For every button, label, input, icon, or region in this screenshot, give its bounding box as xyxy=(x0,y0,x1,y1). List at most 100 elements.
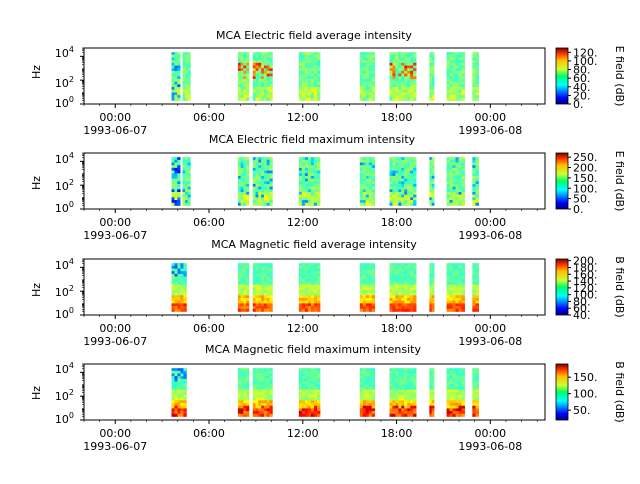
heatmap-cell xyxy=(177,97,181,101)
heatmap-cell xyxy=(389,175,393,180)
heatmap-cell xyxy=(174,92,178,96)
heatmap-cell xyxy=(404,389,408,393)
heatmap-cell xyxy=(365,405,370,409)
heatmap-cell xyxy=(446,178,450,182)
heatmap-cell xyxy=(298,97,303,101)
heatmap-cell xyxy=(431,181,435,185)
heatmap-cell xyxy=(475,405,479,409)
heatmap-cell xyxy=(171,162,175,166)
heatmap-cell xyxy=(316,189,321,193)
heatmap-cell xyxy=(240,52,244,56)
heatmap-cell xyxy=(258,68,262,72)
heatmap-cell xyxy=(446,81,450,85)
heatmap-cell xyxy=(472,157,476,161)
heatmap-cell xyxy=(446,373,450,377)
heatmap-cell xyxy=(392,192,396,196)
heatmap-cell xyxy=(307,165,312,169)
heatmap-cell xyxy=(461,192,465,196)
heatmap-cell xyxy=(310,403,315,407)
heatmap-cell xyxy=(316,308,321,312)
heatmap-cell xyxy=(258,76,262,80)
heatmap-cell xyxy=(398,386,402,391)
heatmap-cell xyxy=(362,186,367,190)
heatmap-cell xyxy=(449,89,453,93)
heatmap-cell xyxy=(313,386,318,391)
heatmap-cell xyxy=(258,197,262,201)
heatmap-cell xyxy=(187,189,191,193)
heatmap-cell xyxy=(183,403,187,407)
heatmap-cell xyxy=(243,287,247,291)
heatmap-cell xyxy=(307,70,312,75)
heatmap-cell xyxy=(182,165,186,169)
heatmap-cell xyxy=(429,54,433,58)
heatmap-cell xyxy=(237,265,242,269)
heatmap-cell xyxy=(458,95,462,99)
heatmap-cell xyxy=(313,81,318,85)
heatmap-cell xyxy=(472,89,476,93)
heatmap-cell xyxy=(263,57,268,61)
heatmap-cell xyxy=(371,306,376,310)
heatmap-cell xyxy=(446,289,450,294)
heatmap-cell xyxy=(410,81,414,85)
heatmap-cell xyxy=(365,400,370,404)
panel-e-maximum: MCA Electric field maximum intensity Hz … xyxy=(30,133,626,242)
heatmap-cell xyxy=(368,52,373,56)
heatmap-cell xyxy=(359,276,364,280)
heatmap-cell xyxy=(446,413,450,417)
heatmap-cell xyxy=(365,306,370,310)
heatmap-cell xyxy=(392,271,396,275)
heatmap-cell xyxy=(310,194,315,198)
heatmap-cell xyxy=(174,281,178,286)
heatmap-cell xyxy=(395,62,399,66)
heatmap-cell xyxy=(180,392,184,396)
heatmap-cell xyxy=(455,73,459,77)
heatmap-cell xyxy=(243,189,247,193)
heatmap-cell xyxy=(237,68,242,72)
heatmap-cell xyxy=(243,73,247,77)
heatmap-cell xyxy=(252,279,256,283)
heatmap-cell xyxy=(298,378,303,382)
heatmap-cell xyxy=(263,370,268,374)
heatmap-cell xyxy=(252,159,256,163)
heatmap-cell xyxy=(449,378,453,382)
heatmap-cell xyxy=(171,287,175,291)
heatmap-cell xyxy=(177,89,181,93)
heatmap-cell xyxy=(446,181,450,185)
heatmap-cell xyxy=(431,397,435,401)
heatmap-cell xyxy=(359,381,364,385)
heatmap-cell xyxy=(298,287,303,291)
heatmap-cell xyxy=(368,73,373,77)
heatmap-cell xyxy=(269,173,273,177)
heatmap-cell xyxy=(304,202,309,206)
heatmap-cell xyxy=(368,70,373,75)
heatmap-cell xyxy=(472,159,476,163)
heatmap-cell xyxy=(461,159,465,163)
heatmap-cell xyxy=(458,376,462,380)
heatmap-cell xyxy=(258,200,262,204)
heatmap-cell xyxy=(298,68,303,72)
x-tick-label: 00:00 xyxy=(474,427,506,440)
heatmap-cell xyxy=(252,97,256,101)
heatmap-cell xyxy=(371,287,376,291)
heatmap-cell xyxy=(307,173,312,177)
heatmap-cell xyxy=(258,202,262,206)
heatmap-cell xyxy=(429,368,433,372)
heatmap-cell xyxy=(446,273,450,277)
heatmap-cell xyxy=(401,298,405,302)
heatmap-cell xyxy=(429,157,433,161)
heatmap-cell xyxy=(316,392,321,396)
heatmap-cell xyxy=(263,92,268,96)
heatmap-cell xyxy=(313,413,318,417)
heatmap-cell xyxy=(449,97,453,101)
heatmap-cell xyxy=(298,183,303,188)
heatmap-cell xyxy=(298,167,303,171)
heatmap-cell xyxy=(269,87,273,91)
heatmap-cell xyxy=(269,70,273,75)
heatmap-cell xyxy=(304,284,309,288)
heatmap-cell xyxy=(389,287,393,291)
heatmap-cell xyxy=(269,92,273,96)
heatmap-cell xyxy=(307,405,312,409)
heatmap-cell xyxy=(266,192,270,196)
heatmap-cell xyxy=(407,159,411,163)
